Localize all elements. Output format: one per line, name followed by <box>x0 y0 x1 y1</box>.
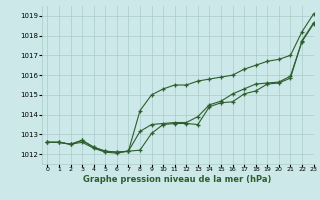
X-axis label: Graphe pression niveau de la mer (hPa): Graphe pression niveau de la mer (hPa) <box>84 175 272 184</box>
